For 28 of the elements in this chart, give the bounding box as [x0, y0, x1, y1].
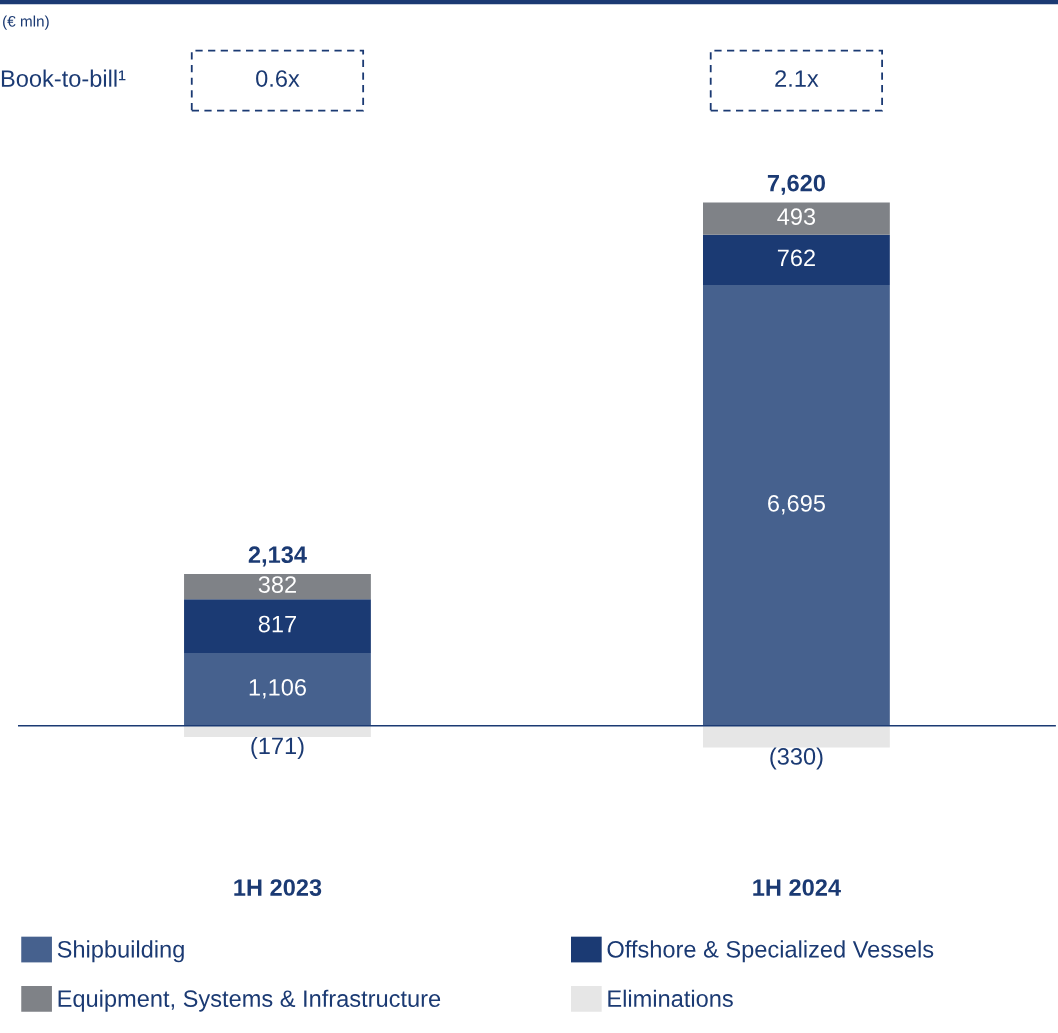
- x-tick-label: 1H 2023: [234, 879, 322, 896]
- text: 0.6x: [256, 70, 300, 87]
- bar: [184, 599, 371, 653]
- data-label: 6,695: [768, 494, 825, 515]
- bar: [184, 574, 371, 600]
- x-tick-label: 1H 2024: [753, 879, 841, 896]
- bar: [184, 725, 371, 737]
- data-label: 1,106: [249, 678, 306, 699]
- bar: [703, 234, 890, 286]
- legend-label: Equipment, Systems & Infrastructure: [58, 989, 441, 1012]
- data-label: 382: [258, 576, 296, 593]
- total-label: 2,134: [248, 546, 307, 567]
- bar: [703, 725, 890, 748]
- data-label: 817: [258, 615, 296, 633]
- data-label: 762: [777, 249, 815, 267]
- legend-label: Shipbuilding: [57, 940, 184, 963]
- text: (€ mln): [3, 15, 49, 30]
- total-label: 7,620: [767, 174, 825, 195]
- bar: [703, 202, 890, 235]
- text: 2.1x: [775, 70, 819, 87]
- bar: [703, 285, 890, 726]
- legend-label: Offshore & Specialized Vessels: [607, 940, 934, 963]
- data-label: (330): [770, 747, 823, 770]
- data-label: (171): [251, 736, 304, 759]
- text: Book-to-bill¹: [1, 69, 126, 87]
- bar: [184, 652, 371, 726]
- data-label: 493: [777, 208, 816, 225]
- legend-label: Eliminations: [608, 989, 733, 1008]
